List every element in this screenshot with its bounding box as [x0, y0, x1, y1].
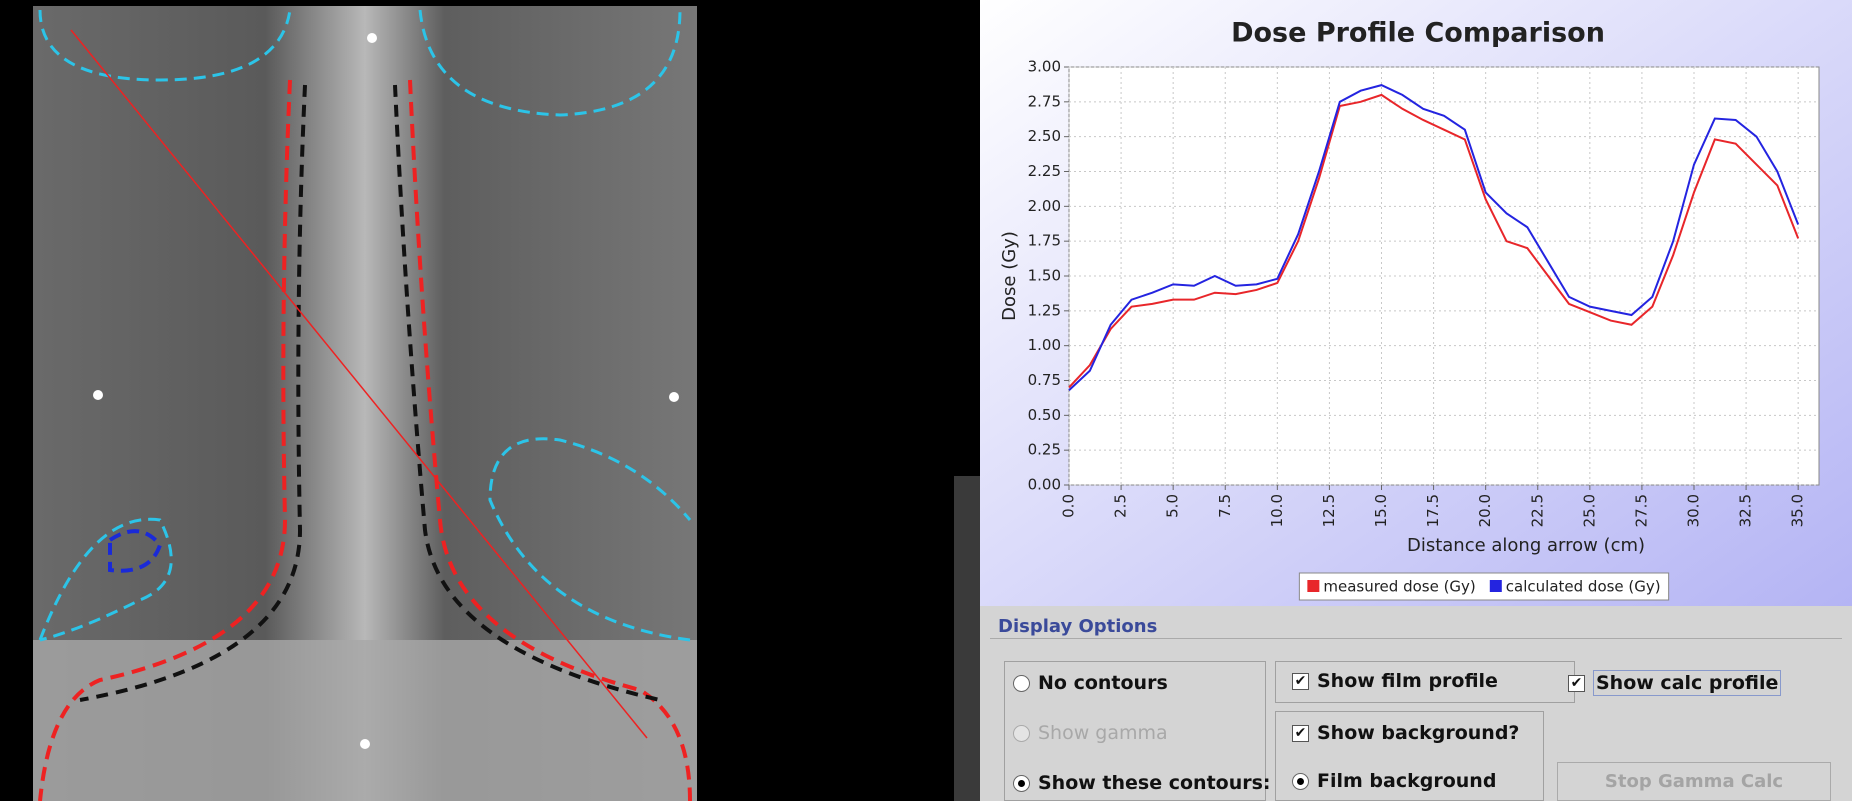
y-tick-label: 0.25 [1028, 441, 1061, 459]
radio-film-background[interactable]: Film background [1292, 770, 1496, 792]
y-tick-label: 0.50 [1028, 406, 1061, 424]
panel-edge [954, 476, 980, 801]
marker [669, 392, 679, 402]
x-tick-label: 2.5 [1112, 494, 1130, 518]
check-film-profile[interactable]: ✔Show film profile [1292, 670, 1498, 692]
dose-region [33, 640, 697, 801]
legend-label: measured dose (Gy) [1323, 578, 1475, 596]
check-background[interactable]: ✔Show background? [1292, 722, 1519, 744]
radio-label: No contours [1038, 672, 1168, 694]
x-tick-label: 27.5 [1632, 494, 1650, 527]
radio-show-gamma: Show gamma [1013, 722, 1168, 744]
y-tick-label: 1.00 [1028, 336, 1061, 354]
x-tick-label: 30.0 [1685, 494, 1703, 527]
screen: Dose Profile Comparison Distance along a… [0, 0, 1852, 801]
display-options: Display Options No contours Show gamma S… [980, 606, 1852, 801]
y-tick-label: 0.00 [1028, 476, 1061, 494]
radio-label: Show gamma [1038, 722, 1168, 744]
check-label: Show calc profile [1593, 670, 1781, 696]
legend-swatch [1490, 580, 1502, 592]
y-tick-label: 1.25 [1028, 301, 1061, 319]
marker [360, 739, 370, 749]
x-tick-label: 15.0 [1372, 494, 1390, 527]
y-axis-label: Dose (Gy) [999, 231, 1020, 321]
x-tick-label: 25.0 [1580, 494, 1598, 527]
marker [93, 390, 103, 400]
dose-image-view [0, 0, 980, 801]
radio-label: Film background [1317, 770, 1496, 792]
y-tick-label: 1.50 [1028, 267, 1061, 285]
y-tick-label: 2.50 [1028, 127, 1061, 145]
chart: Dose Profile Comparison Distance along a… [980, 0, 1852, 606]
legend-label: calculated dose (Gy) [1506, 578, 1661, 596]
separator [990, 638, 1842, 639]
x-tick-label: 5.0 [1164, 494, 1182, 518]
x-axis-label: Distance along arrow (cm) [1407, 535, 1645, 556]
x-tick-label: 17.5 [1424, 494, 1442, 527]
y-tick-label: 0.75 [1028, 371, 1061, 389]
x-tick-label: 10.0 [1268, 494, 1286, 527]
marker [367, 33, 377, 43]
radio-no-contours[interactable]: No contours [1013, 672, 1168, 694]
legend-swatch [1307, 580, 1319, 592]
section-title: Display Options [998, 616, 1157, 637]
radio-label: Show these contours: [1038, 772, 1271, 794]
x-tick-label: 0.0 [1060, 494, 1078, 518]
y-tick-label: 2.75 [1028, 92, 1061, 110]
x-tick-label: 20.0 [1476, 494, 1494, 527]
legend: measured dose (Gy) calculated dose (Gy) [1299, 573, 1668, 600]
x-tick-label: 32.5 [1737, 494, 1755, 527]
chart-title: Dose Profile Comparison [1231, 18, 1605, 49]
y-tick-label: 2.25 [1028, 162, 1061, 180]
check-label: Show film profile [1317, 670, 1498, 692]
stop-gamma-button: Stop Gamma Calc [1557, 762, 1831, 801]
x-tick-label: 35.0 [1789, 494, 1807, 527]
x-tick-label: 7.5 [1216, 494, 1234, 518]
y-tick-label: 1.75 [1028, 232, 1061, 250]
radio-show-contours[interactable]: Show these contours: [1013, 772, 1271, 794]
y-tick-label: 3.00 [1028, 58, 1061, 76]
x-tick-label: 22.5 [1528, 494, 1546, 527]
check-label: Show background? [1317, 722, 1519, 744]
x-tick-label: 12.5 [1320, 494, 1338, 527]
check-calc-profile[interactable]: ✔Show calc profile [1568, 670, 1781, 696]
y-tick-label: 2.00 [1028, 197, 1061, 215]
